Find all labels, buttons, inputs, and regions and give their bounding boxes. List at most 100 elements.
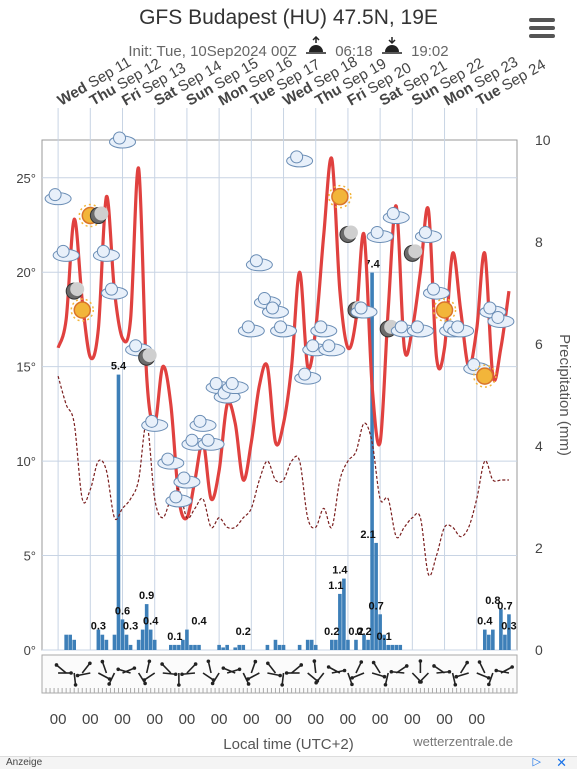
precip-label: 0.1 [167,631,182,643]
precip-bar [334,639,338,650]
cloud-shape [306,339,320,353]
wind-barb [247,672,260,680]
cloud-icon [318,339,346,357]
init-line: Init: Tue, 10Sep2024 00Z 06:18 19:02 [0,35,577,60]
wind-barb-tip [342,668,347,673]
wind-barb [391,670,405,674]
precip-bar [305,639,310,650]
wind-barb-tip [132,666,137,670]
precip-label: 0.4 [191,616,207,628]
wind-barb-tip [88,661,92,666]
moon-icon [339,225,358,243]
cloud-icon [270,320,298,338]
sun-shape [331,187,349,206]
cloud-shape [410,320,424,334]
precip-label: 0.9 [139,590,154,602]
cloud-shape [265,301,279,315]
precip-bar [72,639,77,650]
wind-barb-tip [100,659,105,664]
moon-shade [343,225,358,240]
precip-label: 0.2 [356,626,371,638]
precip-bar [152,639,157,650]
ad-bar: Anzeige ▷ ✕ [0,755,577,770]
time-label: 00 [243,711,260,728]
wind-barb [315,672,325,684]
cloud-shape [145,414,159,428]
precip-bar [177,644,181,650]
wind-barb [108,672,116,685]
precip-bar [116,374,121,650]
precip-label: 0.2 [324,626,339,638]
wind-barb [328,666,341,674]
wind-barb-tip [477,660,482,664]
cloud-shape [185,433,199,447]
sun-icon [432,298,457,322]
precip-bar [64,634,68,650]
cloud-shape [249,254,263,268]
cloud-shape [193,414,207,428]
precip-label: 0.4 [477,616,493,628]
wind-barb [347,672,353,685]
wind-barb-tip [180,672,184,677]
wind-barb [77,672,91,677]
wind-barb [291,664,302,674]
wind-barb-tip [193,662,198,666]
wind-barb [267,662,277,674]
moon-icon [65,282,85,300]
wind-barb-tip [510,665,514,669]
time-label: 00 [82,711,99,728]
cloud-icon [382,207,410,225]
time-label: 00 [50,711,67,728]
wind-barb-tip [314,680,318,685]
precip-label: 5.4 [111,361,127,373]
wind-barb [81,662,91,674]
wind-barb-tip [266,661,270,666]
wind-barb [250,661,257,674]
ad-info-icon[interactable]: ▷ [532,756,541,768]
cloud-icon [92,244,120,262]
wind-barb-tip [221,666,226,670]
cloud-shape [96,244,110,258]
wind-barb [419,672,430,683]
cloud-shape [314,320,328,334]
ad-label: Anzeige [6,757,43,768]
precip-bar [169,644,173,650]
wind-barb-tip [312,659,317,663]
y-right-tick-label: 0 [535,642,543,658]
wind-barb [55,664,67,674]
cloud-icon [173,471,201,489]
precip-bar [237,644,242,650]
wind-barb-tip [453,682,458,687]
sunset-icon [381,36,403,60]
cloud-icon [286,150,314,168]
cloud-shape [491,310,505,324]
precip-label: 2.1 [360,529,375,541]
plot-frame [41,139,518,651]
wind-barb-tip [371,660,376,665]
wind-barb-tip [206,659,211,664]
wind-barb-tip [454,674,459,679]
wind-barb-tip [284,671,289,675]
cloud-shape [322,339,336,353]
wind-barb-tip [494,668,499,673]
cloud-shape [298,367,312,381]
precip-bar [354,639,358,650]
hamburger-menu-icon[interactable] [529,18,555,40]
cloud-shape [426,282,440,296]
cloud-icon [141,414,169,432]
cloud-shape [386,207,400,221]
y-right-tick-label: 10 [535,132,551,148]
ad-close-icon[interactable]: ✕ [556,755,567,770]
precip-bar [148,629,153,650]
wind-barb-tip [417,680,422,684]
sun-icon [473,364,497,388]
precip-bar [487,634,491,650]
precip-bar [173,644,177,650]
wind-barb-tip [73,683,78,687]
cloud-icon [406,320,434,338]
wind-barb-tip [404,664,409,668]
wind-barb [207,661,212,674]
sun-rays [473,364,497,388]
precip-bar [241,644,246,650]
wind-barb [186,663,197,674]
